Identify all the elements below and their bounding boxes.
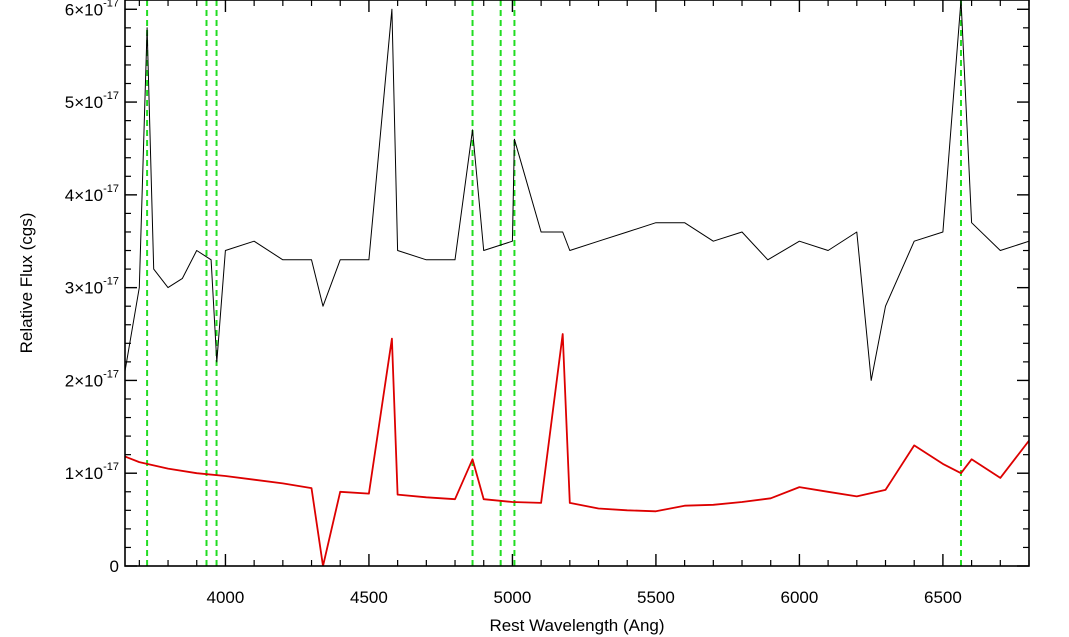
y-tick-label-4: 4×10-17 — [65, 183, 119, 205]
y-tick-label-0: 0 — [110, 557, 119, 576]
x-tick-label-0: 4000 — [207, 588, 245, 607]
y-tick-label-1: 1×10-17 — [65, 461, 119, 483]
y-axis-label: Relative Flux (cgs) — [17, 213, 36, 354]
y-axis-ticks: 0 1×10-17 2×10-17 3×10-17 4×10-17 5×10-17 6×10… — [65, 0, 1029, 576]
x-tick-label-1: 4500 — [350, 588, 388, 607]
x-tick-label-5: 6500 — [924, 588, 962, 607]
emission-line-markers — [146, 0, 962, 566]
observed-spectrum-series — [125, 0, 1029, 381]
y-tick-label-2: 2×10-17 — [65, 368, 119, 390]
model-spectrum-series — [125, 333, 1029, 566]
series-line-1 — [125, 333, 1029, 566]
series-line-0 — [125, 0, 1029, 381]
x-tick-label-4: 6000 — [780, 588, 818, 607]
y-tick-label-3: 3×10-17 — [65, 276, 119, 298]
plot-frame — [124, 0, 1030, 567]
x-tick-label-3: 5500 — [637, 588, 675, 607]
x-tick-label-2: 5000 — [494, 588, 532, 607]
x-axis-label: Rest Wavelength (Ang) — [489, 616, 664, 635]
x-axis-ticks: 4000 4500 5000 5500 6000 6500 — [138, 0, 1030, 607]
y-tick-label-6: 6×10-17 — [65, 0, 119, 19]
y-tick-label-5: 5×10-17 — [65, 90, 119, 112]
